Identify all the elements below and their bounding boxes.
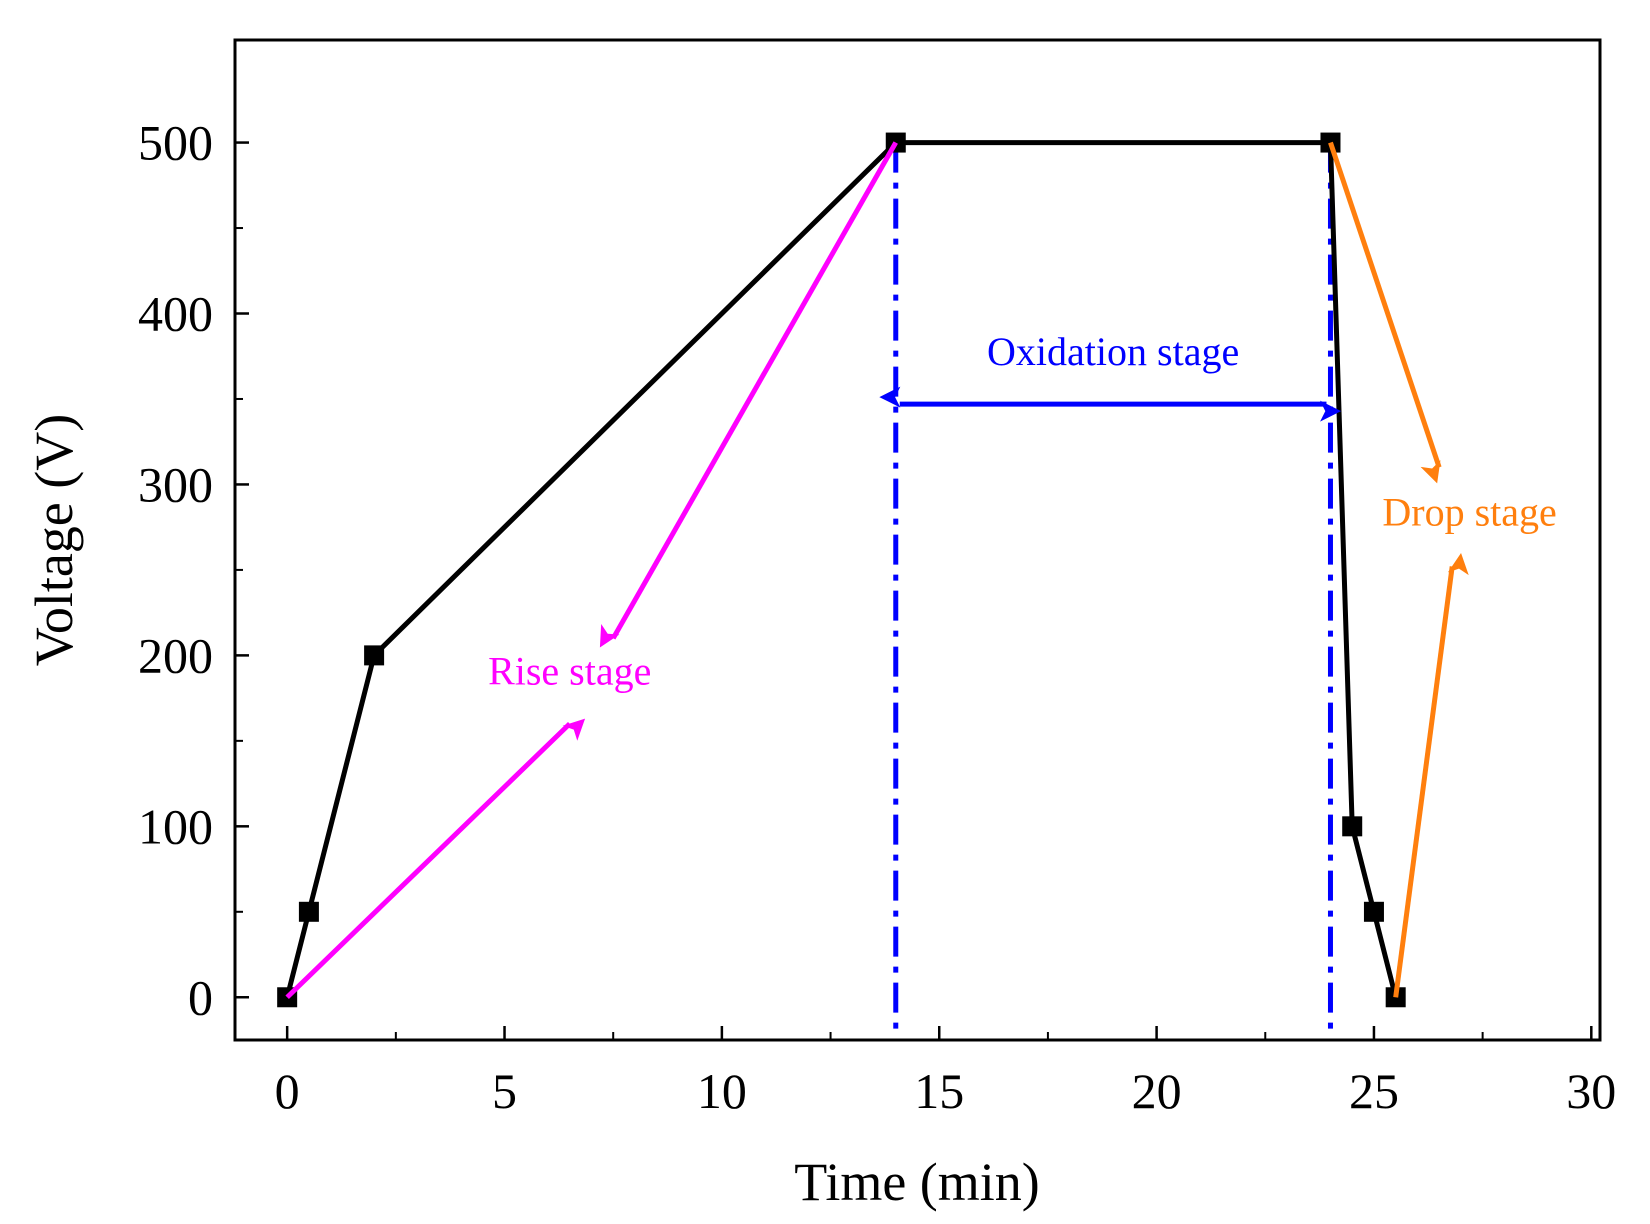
x-tick-label: 10 — [697, 1063, 747, 1119]
x-tick-label: 15 — [914, 1063, 964, 1119]
data-point — [364, 645, 385, 666]
y-tick-label: 100 — [138, 798, 213, 854]
x-tick-label: 30 — [1566, 1063, 1616, 1119]
y-tick-label: 400 — [138, 286, 213, 342]
annotation-arrow — [1393, 552, 1469, 998]
data-markers — [277, 132, 1406, 1008]
data-point — [298, 901, 319, 922]
x-tick-labels: 0 5 10 15 20 25 30 — [275, 1063, 1617, 1119]
reference-lines — [893, 142, 1333, 1036]
y-axis-title: Voltage (V) — [24, 414, 84, 666]
x-tick-label: 5 — [492, 1063, 517, 1119]
annotation-arrow — [1328, 141, 1442, 484]
data-series — [284, 140, 1399, 998]
annotation-arrow — [285, 718, 586, 1000]
y-tick-label: 500 — [138, 115, 213, 171]
x-tick-label: 0 — [275, 1063, 300, 1119]
x-axis-title: Time (min) — [794, 1152, 1040, 1212]
annotation-label: Drop stage — [1382, 489, 1556, 534]
annotation-arrow — [599, 141, 898, 648]
annotation-label: Rise stage — [488, 648, 651, 693]
data-point — [1342, 816, 1363, 837]
y-tick-label: 0 — [188, 969, 213, 1025]
y-tick-labels: 0 100 200 300 400 500 — [138, 115, 213, 1026]
x-tick-label: 20 — [1132, 1063, 1182, 1119]
x-tick-label: 25 — [1349, 1063, 1399, 1119]
annotation-label: Oxidation stage — [987, 329, 1239, 374]
series-line — [284, 140, 1399, 998]
y-tick-label: 300 — [138, 456, 213, 512]
plot-frame — [233, 38, 1602, 1042]
data-point — [1363, 901, 1384, 922]
y-tick-label: 200 — [138, 627, 213, 683]
annotations: Rise stage Oxidation stage Drop stage — [285, 141, 1557, 1000]
